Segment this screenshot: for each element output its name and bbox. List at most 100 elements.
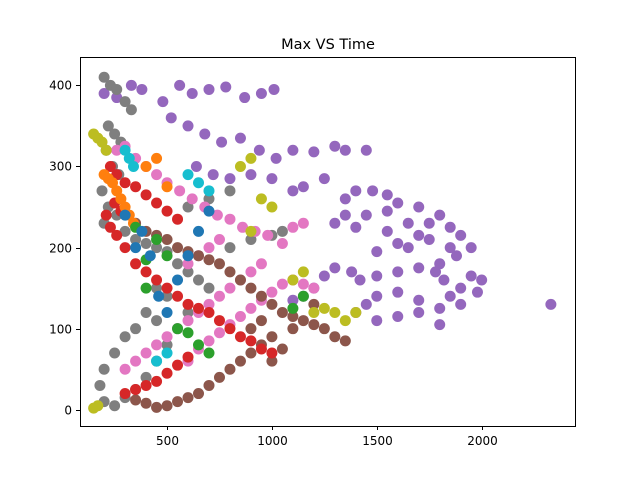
scatter-point (297, 181, 309, 193)
scatter-point (193, 177, 205, 189)
scatter-point (255, 290, 267, 302)
scatter-point (224, 363, 236, 375)
scatter-point (360, 144, 372, 156)
scatter-point (193, 339, 205, 351)
scatter-point (297, 266, 309, 278)
scatter-point (125, 79, 137, 91)
scatter-point (318, 270, 330, 282)
scatter-point (161, 205, 173, 217)
scatter-point (161, 331, 173, 343)
scatter-point (308, 319, 320, 331)
scatter-point (266, 355, 278, 367)
scatter-point (471, 286, 483, 298)
scatter-point (186, 193, 198, 205)
scatter-point (329, 331, 341, 343)
scatter-point (172, 396, 184, 408)
scatter-point (329, 217, 341, 229)
scatter-point (94, 379, 106, 391)
scatter-point (153, 290, 165, 302)
scatter-point (234, 160, 246, 172)
scatter-point (182, 306, 194, 318)
scatter-point (98, 71, 110, 83)
scatter-point (438, 274, 450, 286)
scatter-point (287, 274, 299, 286)
scatter-point (182, 201, 194, 213)
scatter-point (193, 302, 205, 314)
scatter-point (140, 282, 152, 294)
scatter-point (339, 335, 351, 347)
y-tick-label: 400 (49, 79, 72, 93)
scatter-point (255, 193, 267, 205)
scatter-point (161, 339, 173, 351)
scatter-point (161, 181, 173, 193)
scatter-point (104, 160, 116, 172)
scatter-point (172, 323, 184, 335)
scatter-point (255, 87, 267, 99)
scatter-point (360, 298, 372, 310)
scatter-point (161, 290, 173, 302)
x-tick-label: 500 (156, 434, 179, 448)
scatter-point (161, 250, 173, 262)
scatter-point (234, 331, 246, 343)
scatter-point (172, 290, 184, 302)
scatter-point (151, 152, 163, 164)
scatter-point (545, 298, 557, 310)
scatter-point (339, 193, 351, 205)
scatter-point (182, 298, 194, 310)
scatter-point (213, 290, 225, 302)
scatter-point (224, 213, 236, 225)
scatter-point (140, 379, 152, 391)
scatter-point (434, 258, 446, 270)
scatter-point (182, 351, 194, 363)
scatter-point (151, 242, 163, 254)
scatter-point (161, 347, 173, 359)
scatter-point (182, 169, 194, 181)
scatter-point (367, 185, 379, 197)
scatter-point (182, 327, 194, 339)
scatter-point (119, 331, 131, 343)
scatter-point (213, 258, 225, 270)
scatter-point (182, 315, 194, 327)
scatter-point (140, 189, 152, 201)
scatter-point (144, 250, 156, 262)
scatter-point (413, 201, 425, 213)
scatter-point (211, 209, 223, 221)
scatter-point (98, 363, 110, 375)
scatter-point (125, 104, 137, 116)
scatter-point (157, 96, 169, 108)
scatter-point (245, 152, 257, 164)
scatter-points (88, 71, 557, 414)
scatter-point (476, 274, 488, 286)
scatter-point (266, 347, 278, 359)
scatter-point (224, 266, 236, 278)
scatter-point (182, 120, 194, 132)
scatter-point (213, 315, 225, 327)
scatter-point (434, 209, 446, 221)
scatter-point (392, 266, 404, 278)
scatter-point (329, 140, 341, 152)
scatter-point (172, 242, 184, 254)
scatter-point (119, 209, 131, 221)
scatter-point (193, 388, 205, 400)
scatter-point (216, 136, 228, 148)
scatter-point (161, 306, 173, 318)
scatter-point (318, 323, 330, 335)
scatter-point (151, 401, 163, 413)
scatter-point (276, 306, 288, 318)
scatter-point (203, 298, 215, 310)
scatter-point (140, 347, 152, 359)
scatter-point (224, 282, 236, 294)
scatter-point (392, 238, 404, 250)
scatter-point (119, 201, 131, 213)
scatter-point (339, 209, 351, 221)
scatter-point (172, 213, 184, 225)
scatter-point (255, 258, 267, 270)
scatter-point (434, 302, 446, 314)
scatter-point (413, 294, 425, 306)
scatter-point (224, 323, 236, 335)
y-tick-label: 200 (49, 242, 72, 256)
scatter-point (220, 81, 232, 93)
y-tick-label: 300 (49, 160, 72, 174)
scatter-point (350, 221, 362, 233)
scatter-point (96, 185, 108, 197)
